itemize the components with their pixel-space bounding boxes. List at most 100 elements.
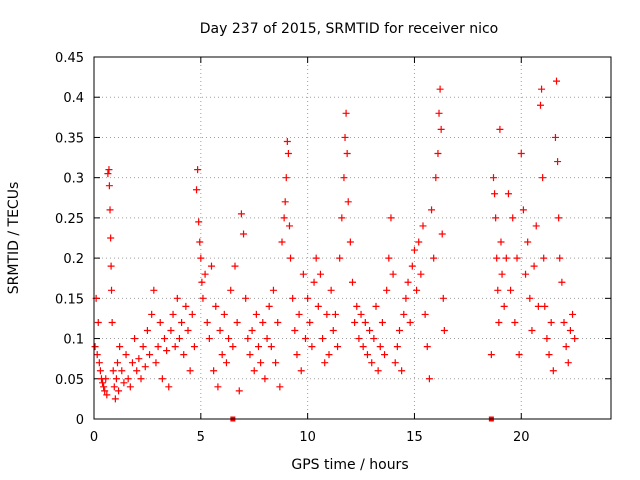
data-point: [532, 222, 540, 230]
data-point: [103, 391, 111, 399]
data-point: [336, 254, 344, 262]
data-point: [569, 310, 577, 318]
data-point: [167, 327, 175, 335]
data-point: [175, 335, 183, 343]
data-point: [111, 395, 119, 403]
data-point: [99, 379, 107, 387]
x-tick-label: 15: [406, 430, 423, 445]
data-point: [509, 214, 517, 222]
data-point: [169, 310, 177, 318]
y-tick-label: 0.35: [55, 131, 84, 146]
data-point: [487, 351, 495, 359]
data-point: [325, 351, 333, 359]
data-point: [368, 359, 376, 367]
data-point: [263, 335, 271, 343]
y-tick-label: 0.3: [63, 172, 84, 187]
data-point: [496, 125, 504, 133]
data-point: [376, 343, 384, 351]
data-point: [107, 262, 115, 270]
data-point: [440, 327, 448, 335]
data-point: [106, 206, 114, 214]
data-point: [299, 270, 307, 278]
y-tick-label: 0.4: [63, 91, 84, 106]
data-point: [321, 359, 329, 367]
data-point: [304, 294, 312, 302]
data-point: [194, 166, 202, 174]
data-point: [195, 218, 203, 226]
data-point: [413, 286, 421, 294]
data-point: [435, 109, 443, 117]
data-point: [231, 262, 239, 270]
data-point: [410, 246, 418, 254]
data-point: [517, 150, 525, 158]
data-point: [393, 343, 401, 351]
data-point: [255, 343, 262, 351]
data-point: [387, 214, 395, 222]
data-point: [556, 254, 564, 262]
data-point: [218, 351, 226, 359]
data-point: [252, 310, 260, 318]
data-point: [184, 327, 192, 335]
data-point: [564, 359, 572, 367]
data-point: [417, 270, 425, 278]
data-point: [233, 318, 241, 326]
data-point: [114, 359, 121, 367]
data-point: [285, 222, 293, 230]
data-point: [540, 254, 548, 262]
data-point: [126, 383, 134, 391]
data-point: [498, 270, 506, 278]
data-points: [91, 77, 579, 403]
data-point: [331, 310, 339, 318]
data-point: [439, 294, 447, 302]
data-point: [537, 101, 544, 109]
data-point: [408, 262, 416, 270]
data-point: [269, 286, 277, 294]
y-tick-labels: 0 0.05 0.1 0.15 0.2 0.25 0.3 0.35 0.4 0.45: [55, 51, 84, 428]
data-point: [282, 174, 290, 182]
data-point: [511, 318, 519, 326]
data-point: [229, 343, 237, 351]
data-point: [201, 270, 209, 278]
data-point: [276, 383, 284, 391]
data-point: [120, 379, 128, 387]
data-point: [293, 351, 301, 359]
data-point: [108, 318, 116, 326]
data-point: [205, 335, 213, 343]
data-point: [436, 85, 444, 93]
data-point: [96, 367, 104, 375]
data-point: [242, 294, 250, 302]
data-point: [404, 278, 412, 286]
data-point: [545, 351, 553, 359]
y-axis-label: SRMTID / TECUs: [6, 182, 22, 295]
x-tick-label: 5: [197, 430, 205, 445]
data-point: [118, 367, 126, 375]
data-point: [306, 318, 314, 326]
data-point: [558, 278, 566, 286]
data-point: [173, 294, 181, 302]
data-point: [507, 286, 515, 294]
y-tick-label: 0.15: [55, 292, 84, 307]
data-point: [383, 286, 391, 294]
y-tick-label: 0: [76, 413, 84, 428]
y-tick-label: 0.25: [55, 212, 84, 227]
data-point: [372, 302, 380, 310]
x-tick-labels: 0 5 10 15 20: [90, 430, 530, 445]
data-point: [571, 335, 579, 343]
data-point: [334, 343, 342, 351]
data-point: [222, 359, 230, 367]
data-point: [308, 343, 316, 351]
data-point: [359, 343, 367, 351]
data-point: [415, 238, 423, 246]
data-point: [188, 310, 196, 318]
data-point: [240, 230, 248, 238]
data-point: [150, 286, 158, 294]
y-tick-label: 0.45: [55, 51, 84, 66]
data-point: [314, 302, 322, 310]
data-point: [312, 254, 320, 262]
data-point: [437, 125, 445, 133]
data-point: [343, 150, 351, 158]
data-point: [281, 198, 289, 206]
data-point: [519, 206, 527, 214]
data-point: [342, 109, 350, 117]
